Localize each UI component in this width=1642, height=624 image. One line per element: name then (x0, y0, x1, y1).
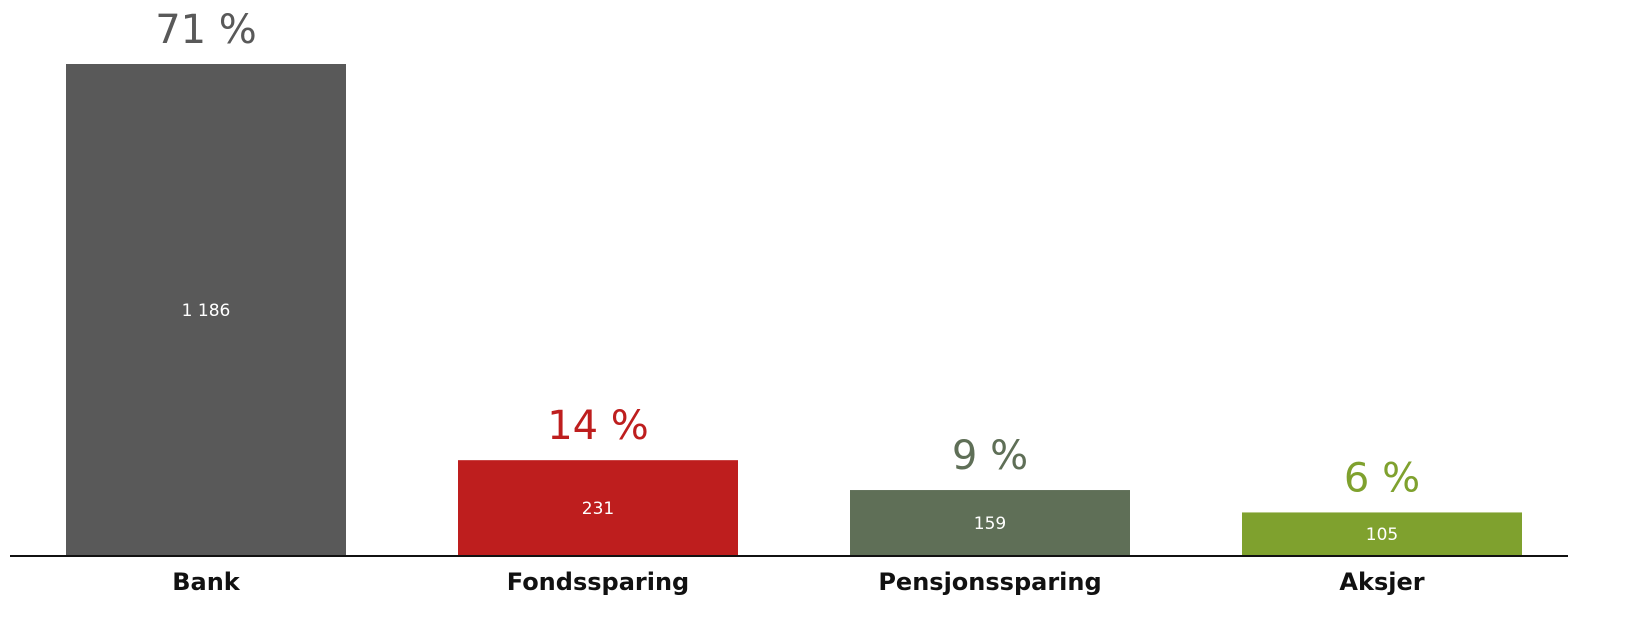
share-label: 6 % (1344, 455, 1420, 501)
share-label: 71 % (155, 7, 257, 53)
x-tick-label: Pensjonssparing (878, 568, 1101, 596)
x-tick-label: Fondssparing (507, 568, 689, 596)
bar (66, 64, 346, 556)
value-label: 231 (582, 499, 614, 519)
value-label: 159 (974, 514, 1006, 534)
x-tick-label: Bank (172, 568, 241, 596)
bar (850, 490, 1130, 556)
value-label: 1 186 (182, 301, 231, 321)
share-label: 9 % (952, 433, 1028, 479)
bar (1242, 512, 1522, 556)
value-label: 105 (1366, 525, 1398, 545)
bar (458, 460, 738, 556)
share-label: 14 % (547, 403, 649, 449)
x-tick-label: Aksjer (1339, 568, 1424, 596)
